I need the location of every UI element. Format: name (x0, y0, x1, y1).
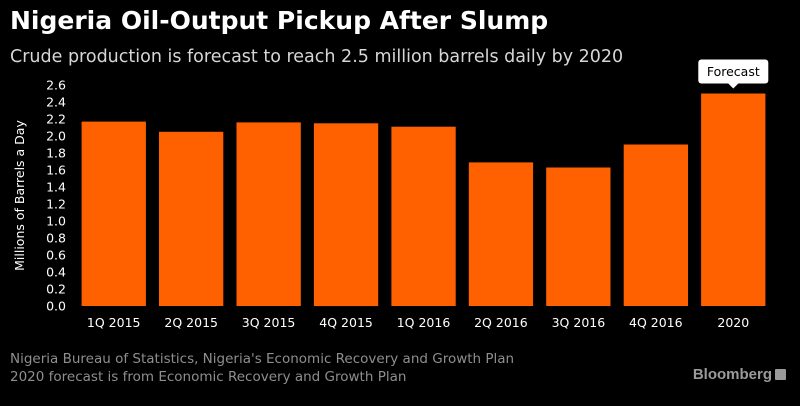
bloomberg-icon (775, 369, 786, 380)
bar-4q-2015 (313, 123, 379, 307)
x-tick-label: 2Q 2015 (164, 315, 218, 330)
bar-3q-2015 (236, 122, 301, 307)
y-tick-label: 1.2 (46, 197, 66, 212)
bar-2020 (701, 93, 766, 306)
bloomberg-logo: Bloomberg (693, 366, 786, 383)
y-tick-label: 0.0 (46, 299, 66, 314)
bar-3q-2016 (546, 167, 611, 306)
y-tick-label: 2.0 (46, 129, 66, 144)
y-tick-label: 1.8 (46, 146, 66, 161)
x-tick-label: 2020 (717, 315, 749, 330)
x-tick-label: 1Q 2015 (87, 315, 141, 330)
bar-2q-2016 (468, 162, 534, 306)
y-tick-label: 1.6 (46, 163, 66, 178)
y-tick-label: 0.2 (46, 282, 66, 297)
chart-subtitle: Crude production is forecast to reach 2.… (10, 47, 624, 67)
source-line-1: Nigeria Bureau of Statistics, Nigeria's … (10, 351, 515, 367)
x-tick-label: 4Q 2016 (629, 315, 683, 330)
forecast-callout (698, 59, 769, 84)
y-tick-label: 1.0 (46, 214, 66, 229)
forecast-callout-pointer (728, 83, 739, 89)
y-tick-label: 2.6 (46, 78, 66, 93)
bar-chart: 0.0 0.2 0.4 0.6 0.8 1.0 1.2 1.4 1.6 1.8 2.0 2.2 2.4 2… (12, 59, 769, 330)
y-tick-label: 2.4 (46, 95, 66, 110)
source-line-2: 2020 forecast is from Economic Recovery … (10, 369, 407, 385)
chart-title: Nigeria Oil-Output Pickup After Slump (10, 6, 549, 35)
y-tick-label: 2.2 (46, 112, 66, 127)
y-tick-label: 0.4 (46, 265, 66, 280)
bar-2q-2015 (159, 131, 224, 306)
brand-label: Bloomberg (692, 366, 772, 383)
y-tick-label: 1.4 (46, 180, 66, 195)
bar-1q-2015 (81, 121, 146, 306)
x-tick-label: 3Q 2016 (552, 315, 606, 330)
source-note: Nigeria Bureau of Statistics, Nigeria's … (10, 350, 514, 386)
x-tick-label: 2Q 2016 (474, 315, 528, 330)
x-tick-label: 1Q 2016 (397, 315, 451, 330)
bar-4q-2016 (623, 144, 688, 306)
x-tick-label: 4Q 2015 (319, 315, 373, 330)
y-tick-label: 0.6 (46, 248, 66, 263)
y-tick-label: 0.8 (46, 231, 66, 246)
x-tick-label: 3Q 2015 (242, 315, 296, 330)
y-axis-label: Millions of Barrels a Day (12, 120, 27, 271)
forecast-label: Forecast (707, 64, 760, 79)
bar-1q-2016 (391, 126, 456, 306)
